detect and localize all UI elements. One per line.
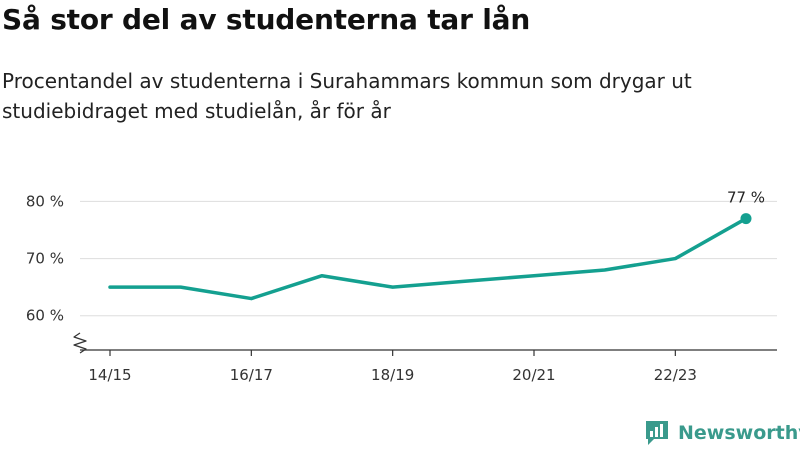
axis-break-zigzag	[73, 332, 87, 354]
y-axis-break-icon	[73, 332, 87, 354]
value-label-23-24: 77 %	[727, 189, 765, 207]
x-tick-label-22-23: 22/23	[654, 366, 697, 384]
x-axis-labels: 14/15 16/17 18/19 20/21 22/23	[88, 366, 697, 384]
annotations: 77 %	[727, 189, 765, 207]
x-tick-label-20-21: 20/21	[512, 366, 555, 384]
x-tick-label-18-19: 18/19	[371, 366, 414, 384]
series-line-0	[108, 216, 748, 301]
x-tick-label-16-17: 16/17	[230, 366, 273, 384]
x-axis	[80, 349, 777, 356]
chart-subtitle: Procentandel av studenterna i Surahammar…	[2, 69, 692, 123]
series-layer	[108, 213, 752, 301]
newsworthy-bar-chart-icon	[646, 421, 668, 445]
data-point-23-24	[740, 213, 752, 225]
gridlines	[80, 200, 777, 317]
y-tick-label-60: 60 %	[26, 307, 64, 325]
x-tick-label-14-15: 14/15	[88, 366, 131, 384]
y-axis-labels: 60 % 70 % 80 %	[26, 192, 64, 324]
y-tick-label-80: 80 %	[26, 192, 64, 210]
newsworthy-logo: Newsworthy	[644, 419, 800, 447]
chart-title: Så stor del av studenterna tar lån	[2, 3, 531, 36]
y-tick-label-70: 70 %	[26, 250, 64, 268]
logo-text: Newsworthy	[678, 422, 800, 444]
